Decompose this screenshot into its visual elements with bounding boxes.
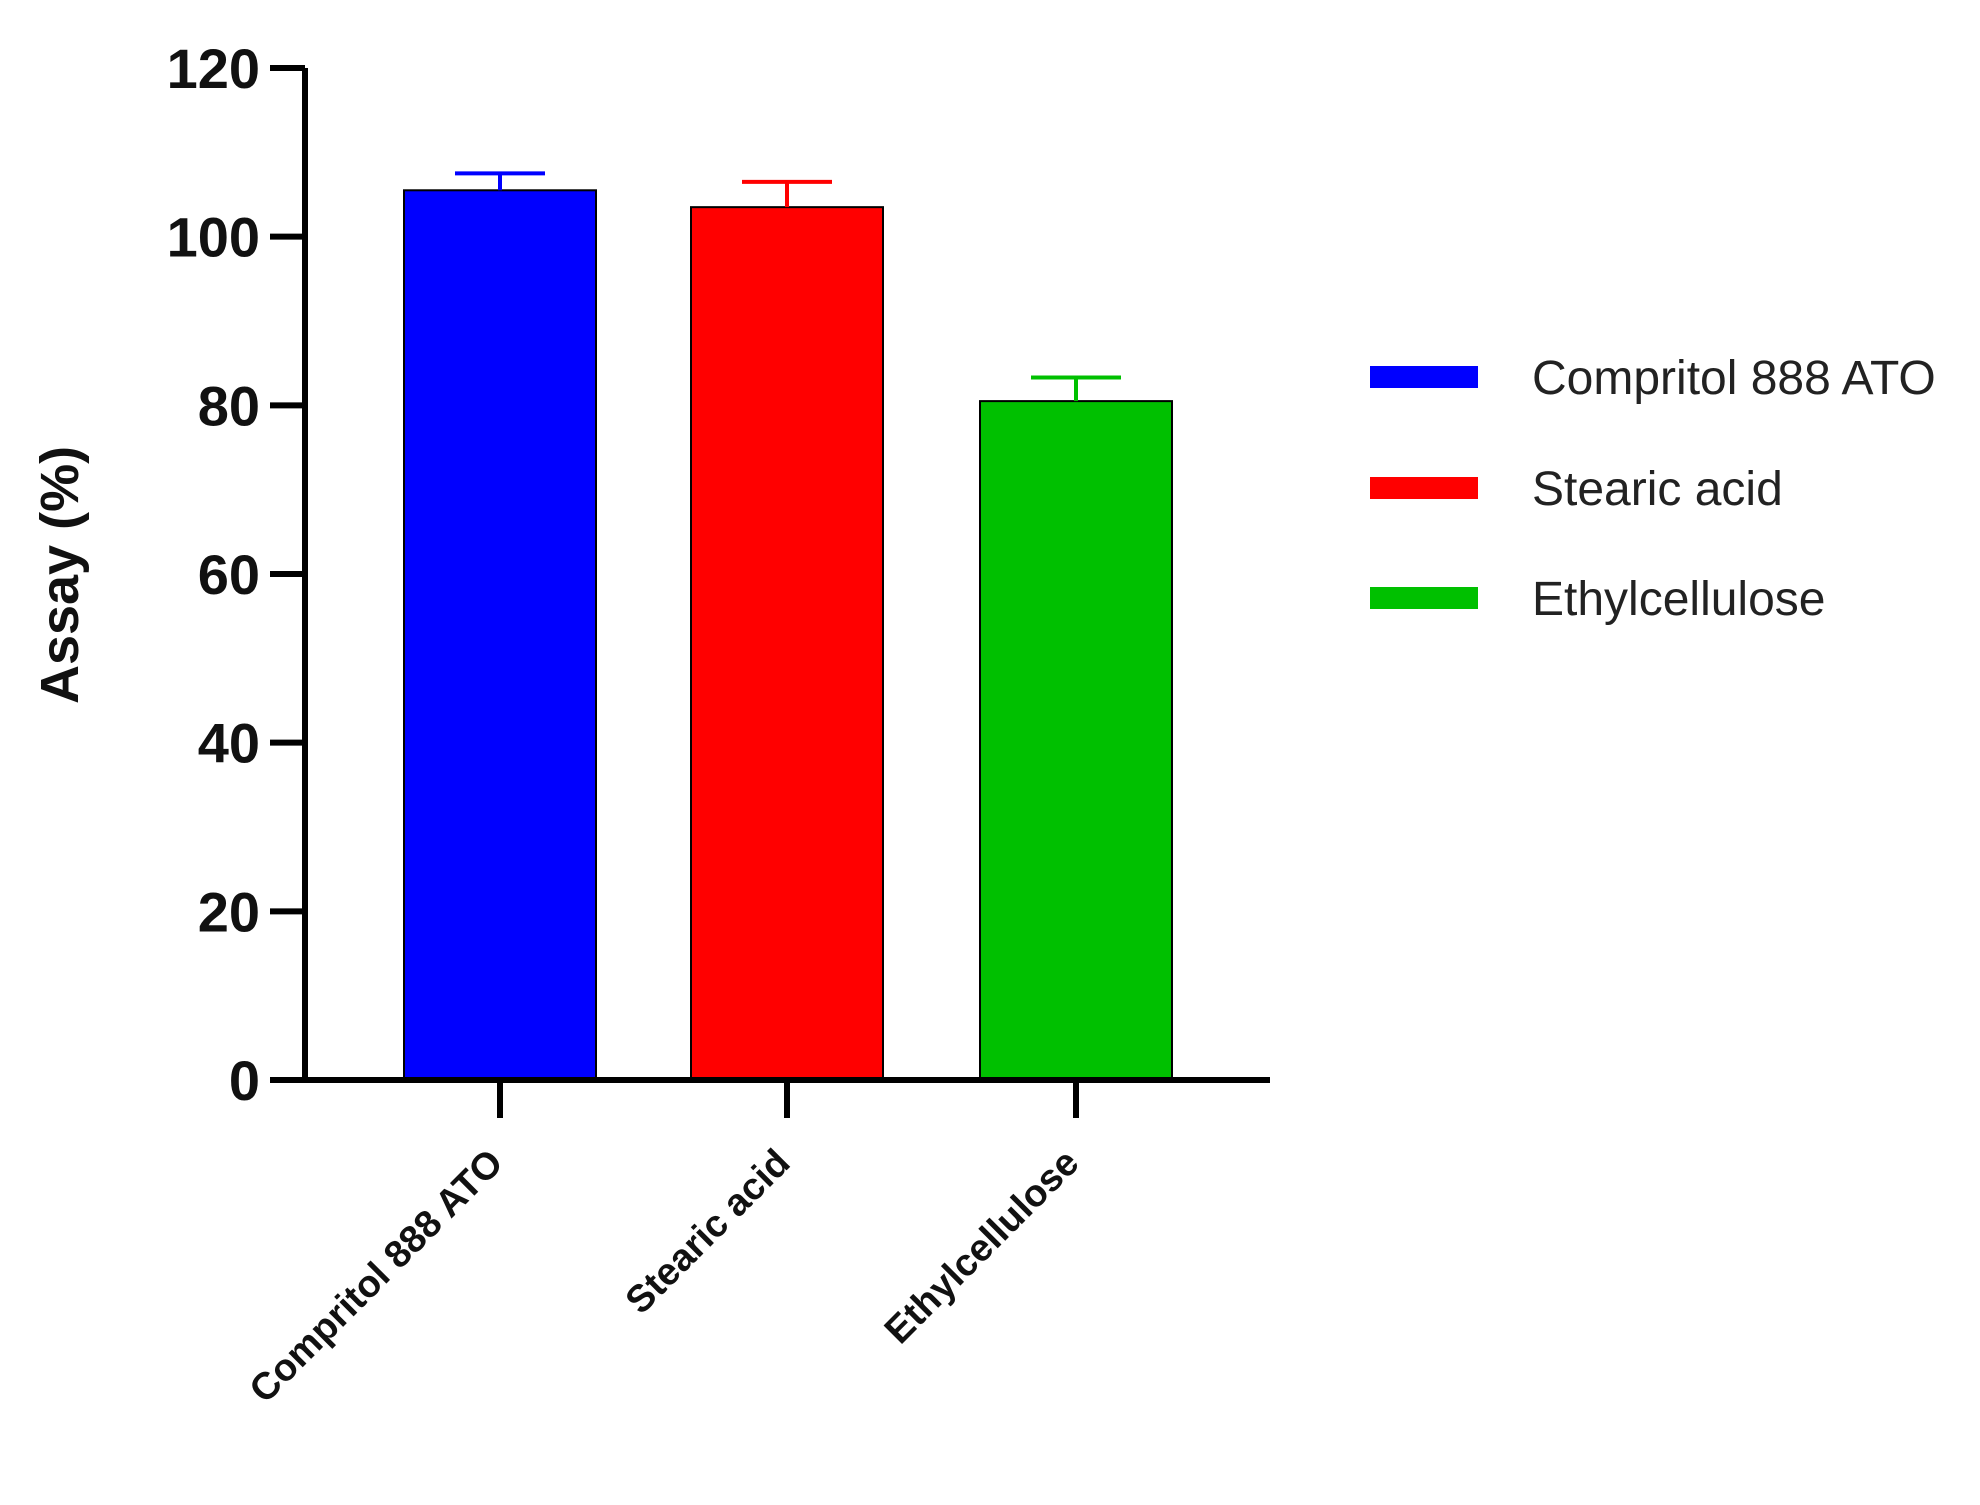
y-tick-label: 100: [167, 206, 260, 269]
y-tick-label: 0: [229, 1049, 260, 1112]
y-ticks: 0 20 40 60 80 100 120: [167, 37, 305, 1112]
error-bars-layer: [455, 171, 1121, 402]
x-tick-label: Ethylcellulose: [877, 1142, 1087, 1352]
bar: [979, 400, 1173, 1082]
legend-swatch: [1370, 477, 1478, 499]
legend-label: Stearic acid: [1532, 463, 1783, 516]
legend-label: Ethylcellulose: [1532, 573, 1825, 626]
bar: [403, 189, 597, 1082]
legend-swatch: [1370, 366, 1478, 388]
y-tick-label: 120: [167, 37, 260, 100]
y-axis-label: Assay (%): [30, 446, 90, 704]
x-tick-label: Compritol 888 ATO: [242, 1142, 512, 1412]
bars-layer: [403, 189, 1173, 1082]
y-tick-label: 40: [198, 712, 260, 775]
legend-label: Compritol 888 ATO: [1532, 352, 1936, 405]
x-ticks: Compritol 888 ATO Stearic acid Ethylcellul…: [242, 1080, 1087, 1412]
x-tick-label: Stearic acid: [618, 1142, 799, 1323]
legend-swatch: [1370, 587, 1478, 609]
y-tick-label: 60: [198, 543, 260, 606]
legend: Compritol 888 ATO Stearic acid Ethylcellul…: [1370, 352, 1936, 626]
y-tick-label: 20: [198, 880, 260, 943]
y-tick-label: 80: [198, 374, 260, 437]
bar: [690, 206, 884, 1081]
